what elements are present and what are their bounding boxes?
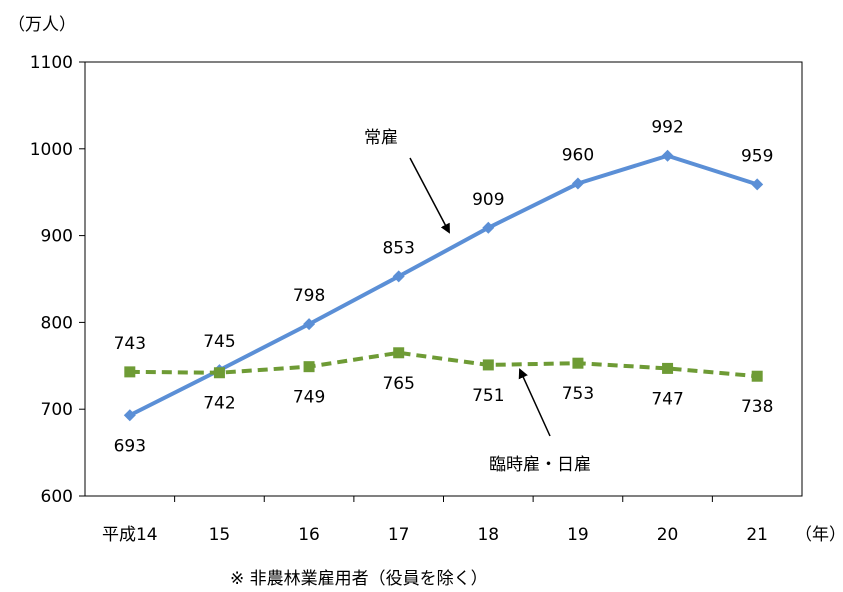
- data-point: [572, 357, 584, 369]
- data-label: 909: [472, 190, 504, 210]
- data-label: 959: [741, 146, 773, 166]
- x-tick-label: 15: [209, 525, 231, 545]
- y-tick-label: 1000: [30, 140, 73, 160]
- data-label: 693: [114, 436, 146, 456]
- x-axis-unit: （年）: [795, 525, 843, 545]
- data-label: 853: [382, 238, 414, 258]
- data-point: [751, 370, 763, 382]
- data-label: 798: [293, 286, 325, 306]
- data-point: [393, 347, 405, 359]
- data-point: [751, 178, 764, 191]
- data-point: [213, 367, 225, 379]
- series-line-1: [129, 350, 758, 379]
- data-label: 749: [293, 388, 325, 408]
- x-tick-label: 平成14: [102, 525, 158, 545]
- series-line-0: [128, 153, 758, 418]
- y-axis: 600 700 800 900 1000 1100: [30, 53, 85, 507]
- data-label: 751: [472, 386, 504, 406]
- data-point: [571, 177, 584, 190]
- series-layer: [123, 149, 764, 422]
- data-point: [661, 149, 674, 162]
- annotation-label-regular: 常雇: [364, 128, 398, 148]
- x-tick-label: 18: [477, 525, 499, 545]
- data-point: [482, 221, 495, 234]
- y-tick-label: 1100: [30, 53, 73, 73]
- data-label: 745: [203, 332, 235, 352]
- x-tick-label: 17: [388, 525, 410, 545]
- data-label: 742: [203, 394, 235, 414]
- data-label: 747: [651, 389, 683, 409]
- y-tick-label: 700: [41, 400, 73, 420]
- data-label: 753: [562, 384, 594, 404]
- data-point: [662, 362, 674, 374]
- footnote: ※ 非農林業雇用者（役員を除く）: [230, 569, 488, 589]
- x-tick-label: 19: [567, 525, 589, 545]
- data-point: [124, 366, 136, 378]
- data-point: [303, 361, 315, 373]
- data-label: 743: [114, 334, 146, 354]
- x-tick-label: 21: [746, 525, 768, 545]
- annotation-arrow-regular: [409, 157, 450, 234]
- y-tick-label: 800: [41, 313, 73, 333]
- data-point: [392, 270, 405, 283]
- data-labels: 693 745 798 853 909 960 992 959 743 742 749 765 751 7…: [114, 118, 774, 457]
- data-label: 992: [651, 118, 683, 138]
- plot-area: [84, 61, 803, 497]
- data-label: 960: [562, 146, 594, 166]
- x-tick-label: 20: [657, 525, 679, 545]
- y-tick-label: 600: [41, 487, 73, 507]
- data-point: [303, 318, 316, 331]
- y-tick-label: 900: [41, 227, 73, 247]
- x-axis: 平成14 15 16 17 18 19 20 21: [102, 496, 768, 545]
- x-tick-label: 16: [298, 525, 320, 545]
- annotation-arrow-temporary: [518, 368, 551, 437]
- data-point: [482, 359, 494, 371]
- data-label: 765: [382, 374, 414, 394]
- data-point: [123, 409, 136, 422]
- data-label: 738: [741, 397, 773, 417]
- annotation-label-temporary: 臨時雇・日雇: [489, 455, 591, 475]
- y-axis-unit: （万人）: [8, 15, 76, 35]
